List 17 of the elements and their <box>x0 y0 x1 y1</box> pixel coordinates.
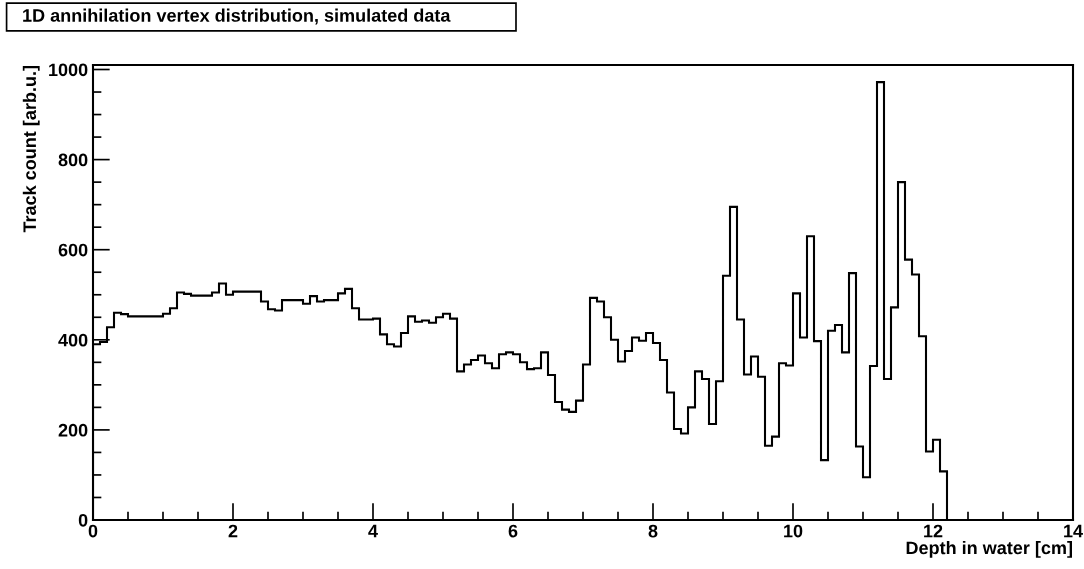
y-axis-title: Track count [arb.u.] <box>22 66 40 233</box>
y-tick-label: 200 <box>58 423 88 437</box>
y-tick-label: 600 <box>58 243 88 257</box>
x-tick-label: 2 <box>228 524 238 538</box>
y-tick-label: 400 <box>58 333 88 347</box>
x-tick-label: 0 <box>88 524 98 538</box>
chart-title: 1D annihilation vertex distribution, simulated data <box>23 8 451 25</box>
y-tick-label: 0 <box>78 513 88 527</box>
x-tick-label: 8 <box>648 524 658 538</box>
x-tick-label: 4 <box>368 524 378 538</box>
y-tick-label: 1000 <box>49 63 88 77</box>
y-tick-label: 800 <box>58 153 88 167</box>
x-axis-title: Depth in water [cm] <box>906 541 1072 558</box>
x-tick-label: 14 <box>1064 524 1083 538</box>
x-tick-label: 12 <box>924 524 943 538</box>
x-tick-label: 6 <box>508 524 518 538</box>
x-tick-label: 10 <box>784 524 803 538</box>
